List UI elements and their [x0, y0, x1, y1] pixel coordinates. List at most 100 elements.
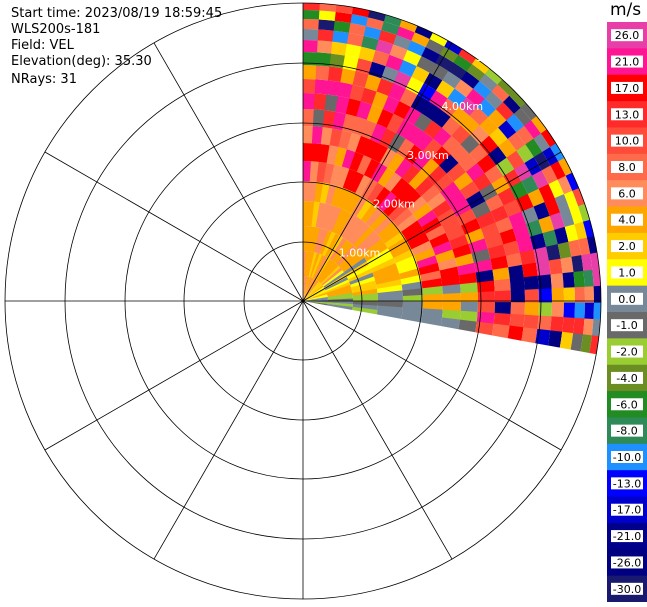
velocity-cell — [343, 216, 362, 241]
velocity-cell — [396, 183, 416, 203]
velocity-cell — [404, 144, 424, 166]
velocity-cell — [591, 319, 601, 338]
velocity-cell — [399, 268, 421, 280]
velocity-cell — [498, 120, 518, 140]
velocity-cell — [308, 226, 316, 252]
velocity-cell — [361, 203, 379, 224]
velocity-cell — [363, 26, 383, 41]
velocity-cell — [363, 139, 381, 160]
velocity-cell — [460, 218, 482, 236]
velocity-cell — [550, 161, 567, 181]
velocity-cell — [516, 236, 534, 254]
velocity-cell — [395, 255, 417, 269]
velocity-cell — [549, 143, 566, 163]
velocity-cell — [423, 138, 443, 159]
velocity-cell — [460, 282, 478, 294]
velocity-cell — [317, 40, 334, 54]
velocity-cell — [509, 313, 525, 329]
azimuth-spoke — [44, 151, 304, 302]
velocity-cell — [509, 277, 525, 292]
velocity-cell — [448, 62, 468, 81]
velocity-cell — [350, 14, 370, 27]
velocity-cell — [456, 208, 477, 227]
velocity-cell — [377, 290, 403, 298]
velocity-cell — [303, 181, 311, 202]
velocity-cell — [542, 147, 559, 167]
velocity-cell — [341, 149, 357, 170]
velocity-cell — [387, 153, 406, 173]
velocity-cell — [397, 261, 419, 275]
velocity-cell — [320, 127, 334, 146]
velocity-cell — [421, 278, 443, 289]
velocity-cell — [376, 108, 395, 129]
velocity-cell — [512, 224, 531, 242]
velocity-cell — [303, 277, 313, 301]
velocity-cell — [538, 215, 555, 235]
velocity-cell — [538, 288, 553, 304]
velocity-cell — [412, 151, 433, 172]
velocity-cell — [508, 211, 527, 230]
velocity-cell — [559, 331, 574, 350]
velocity-cell — [375, 39, 395, 56]
velocity-cell — [303, 298, 328, 301]
velocity-cell — [421, 47, 442, 64]
velocity-cell — [324, 276, 349, 291]
colorbar-tick: -8.0 — [616, 425, 637, 438]
colorbar-tick: 6.0 — [618, 187, 636, 200]
velocity-cell — [332, 30, 351, 44]
colorbar-tick: -17.0 — [613, 504, 641, 517]
velocity-cell — [338, 248, 360, 268]
velocity-cell — [390, 177, 410, 198]
velocity-cell — [417, 210, 438, 228]
velocity-cell — [316, 228, 329, 254]
colorbar-label-bg — [611, 292, 643, 305]
velocity-cell — [550, 273, 564, 290]
velocity-cell — [356, 199, 374, 220]
velocity-cell — [423, 120, 443, 140]
velocity-cell — [303, 28, 320, 41]
velocity-colorbar: 26.0 21.0 17.0 13.0 10.0 8.0 6.0 4.0 2.0 1.0 0.0 -1… — [607, 22, 647, 602]
colorbar-label-bg — [611, 451, 643, 463]
velocity-cell — [303, 126, 314, 144]
velocity-cell — [414, 25, 435, 40]
colorbar-tick: 2.0 — [618, 240, 636, 253]
velocity-cell — [361, 238, 386, 259]
velocity-cell — [542, 229, 559, 249]
velocity-cell — [309, 161, 320, 182]
velocity-cell — [335, 95, 351, 115]
velocity-cell — [427, 165, 448, 186]
velocity-cell — [459, 181, 481, 201]
velocity-cell — [442, 70, 463, 90]
velocity-cell — [317, 260, 335, 282]
velocity-cell — [497, 79, 516, 97]
velocity-cell — [531, 115, 548, 135]
velocity-cell — [507, 325, 524, 341]
velocity-cell — [377, 305, 403, 314]
velocity-cell — [550, 316, 564, 334]
velocity-cell — [421, 315, 443, 327]
velocity-cell — [329, 237, 347, 261]
elevation-label: Elevation(deg): 35.30 — [11, 54, 152, 69]
velocity-cell — [433, 173, 455, 194]
velocity-cell — [305, 226, 312, 252]
velocity-cell — [303, 292, 328, 301]
velocity-cell — [381, 21, 401, 36]
velocity-cell — [327, 292, 353, 299]
velocity-cell — [303, 285, 324, 301]
velocity-cell — [352, 288, 378, 296]
velocity-cell — [396, 138, 416, 160]
velocity-cell — [407, 196, 428, 215]
velocity-cell — [330, 185, 344, 207]
velocity-cell — [343, 257, 367, 275]
velocity-cell — [394, 158, 414, 179]
colorbar-label-bg — [611, 582, 643, 595]
velocity-cell — [303, 294, 328, 301]
velocity-cell — [493, 278, 511, 293]
velocity-cell — [323, 272, 346, 288]
velocity-cell — [453, 171, 474, 192]
velocity-cell — [327, 206, 342, 232]
colorbar-tick: -30.0 — [613, 583, 641, 596]
velocity-cell — [429, 233, 450, 249]
velocity-cell — [388, 202, 409, 222]
velocity-cell — [303, 18, 321, 30]
